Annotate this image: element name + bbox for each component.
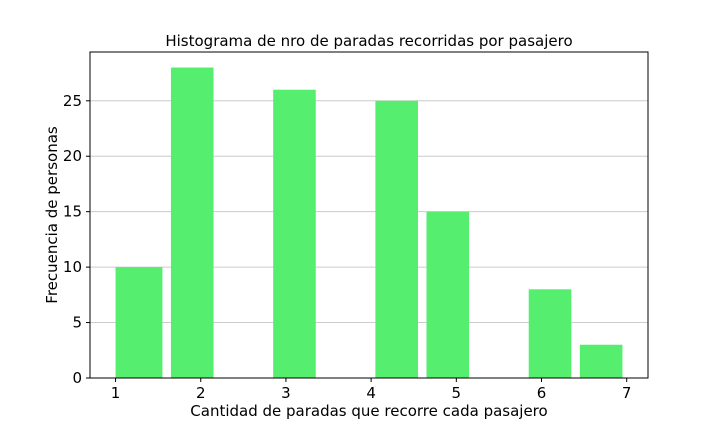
histogram-bar — [375, 100, 418, 378]
x-axis-label: Cantidad de paradas que recorre cada pas… — [190, 402, 547, 420]
x-tick-label: 5 — [452, 384, 462, 402]
x-tick-label: 6 — [537, 384, 547, 402]
x-tick-label: 7 — [622, 384, 632, 402]
histogram-bar — [273, 89, 316, 378]
y-tick-label: 10 — [63, 258, 82, 276]
y-tick-label: 0 — [72, 369, 82, 387]
x-tick-label: 1 — [111, 384, 121, 402]
axis-ticks: 0 5 10 15 20 25 1 2 3 4 5 6 7 — [63, 92, 632, 402]
x-tick-label: 4 — [366, 384, 376, 402]
x-tick-label: 2 — [196, 384, 206, 402]
y-tick-label: 5 — [72, 314, 82, 332]
y-tick-label: 25 — [63, 92, 82, 110]
y-axis-label: Frecuencia de personas — [43, 126, 61, 304]
histogram-bar — [528, 289, 572, 378]
histogram-bar — [579, 344, 623, 378]
chart-title: Histograma de nro de paradas recorridas … — [165, 32, 572, 50]
bars — [115, 67, 623, 379]
histogram-bar — [115, 267, 163, 378]
plot-frame — [89, 51, 649, 379]
histogram-bar — [170, 67, 214, 379]
y-tick-label: 20 — [63, 147, 82, 165]
y-tick-label: 15 — [63, 203, 82, 221]
x-tick-label: 3 — [281, 384, 291, 402]
histogram-bar — [426, 211, 470, 378]
